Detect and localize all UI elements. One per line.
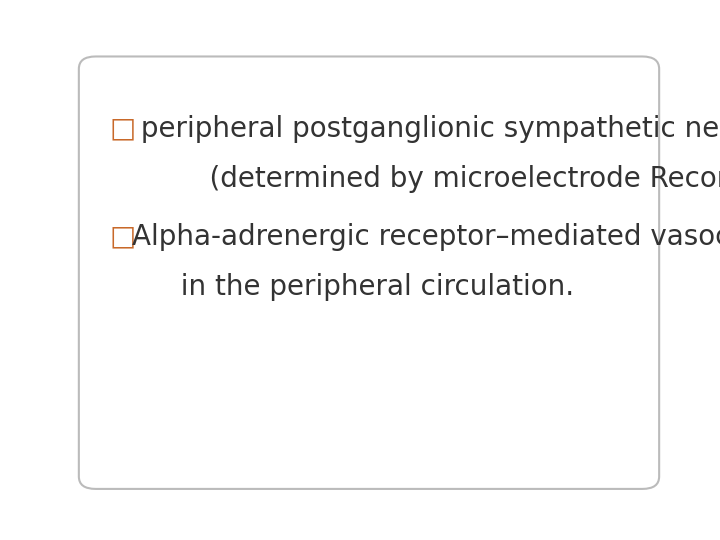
Text: □: □ [109, 223, 136, 251]
Text: peripheral postganglionic sympathetic nerve firing: peripheral postganglionic sympathetic ne… [132, 114, 720, 143]
Text: in the peripheral circulation.: in the peripheral circulation. [163, 273, 574, 301]
Text: (determined by microelectrode Recordings).: (determined by microelectrode Recordings… [174, 165, 720, 193]
Text: □: □ [109, 114, 136, 143]
Text: Alpha-adrenergic receptor–mediated vasoconstrictor tone: Alpha-adrenergic receptor–mediated vasoc… [132, 223, 720, 251]
FancyBboxPatch shape [79, 57, 660, 489]
